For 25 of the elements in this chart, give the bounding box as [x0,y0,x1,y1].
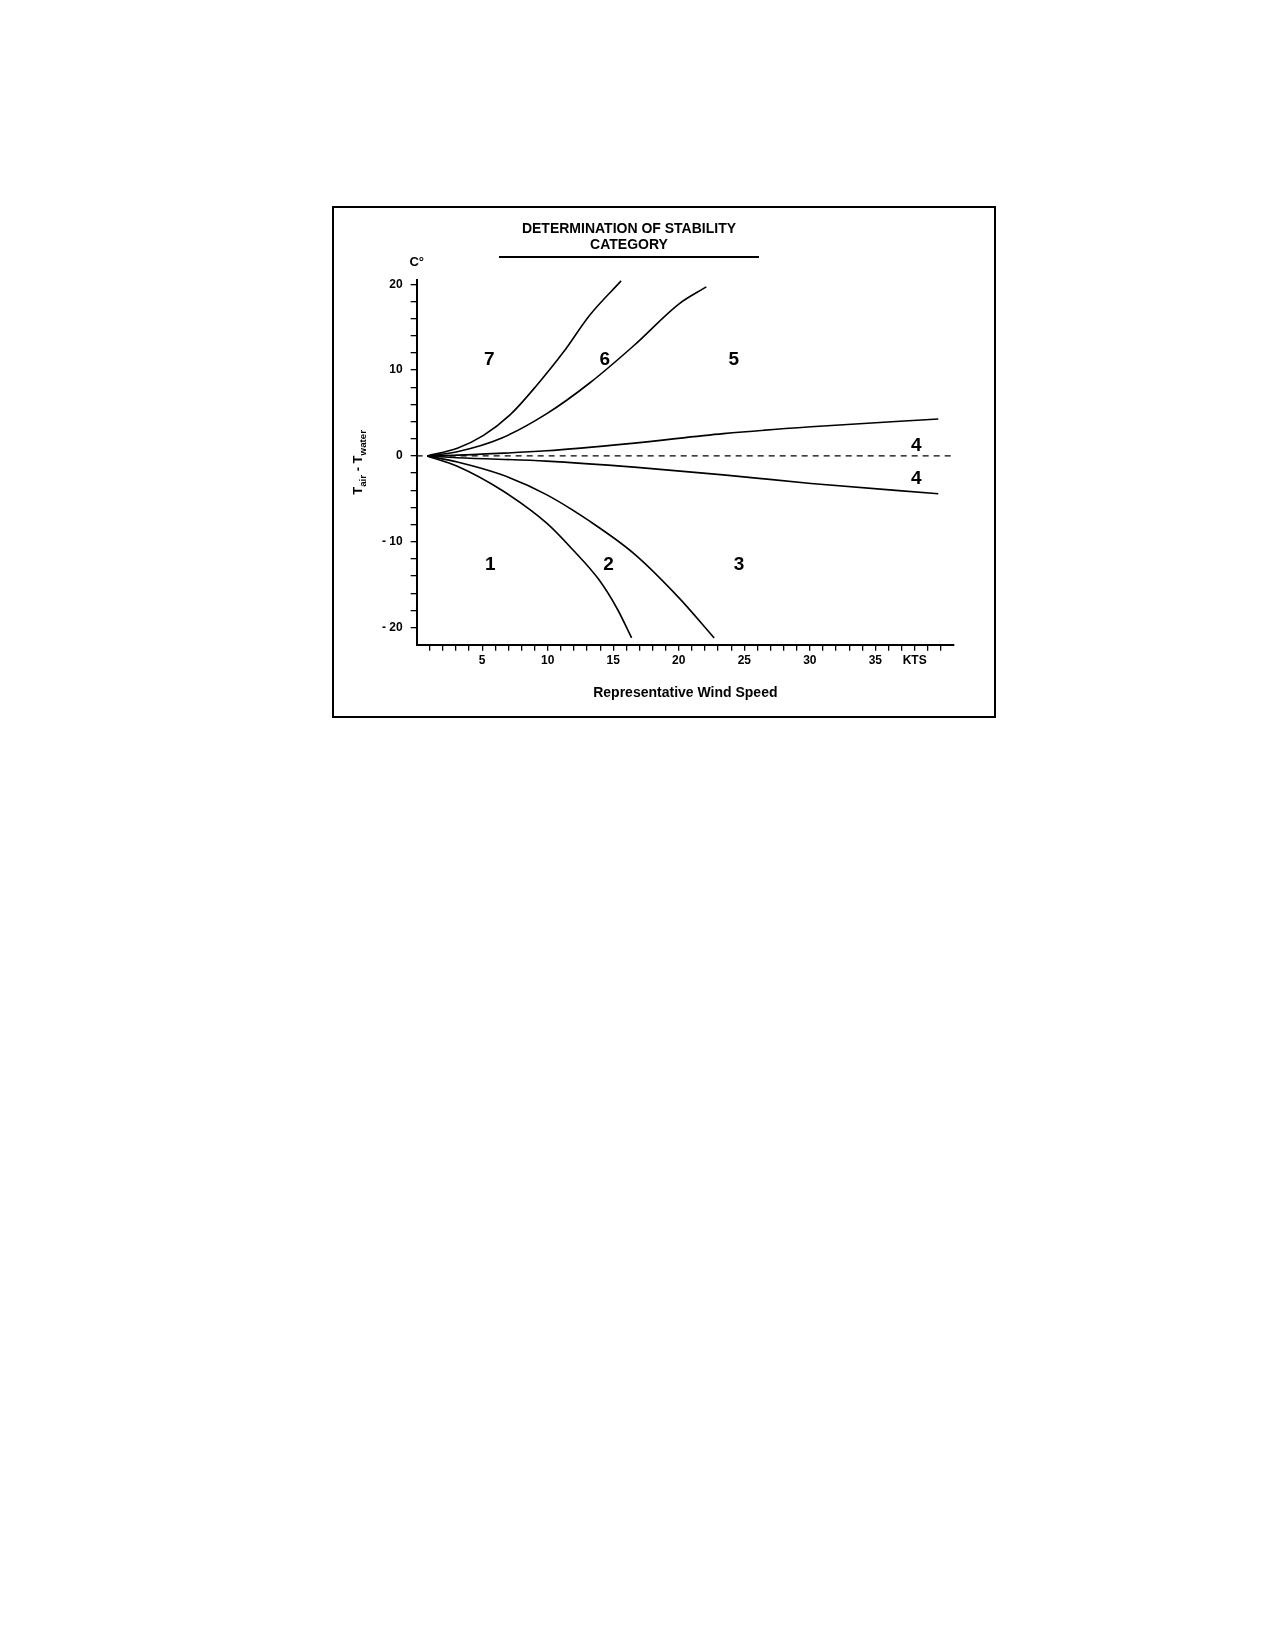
annotation: 6 [599,348,611,370]
text: C° [409,253,424,269]
x-tick-label: 20 [672,653,686,668]
y-tick-label: - 10 [381,534,403,549]
x-tick-label: 35 [868,653,883,668]
y-axis-title: Tair - Twater [350,429,368,495]
x-tick-label: 25 [737,653,752,668]
annotation: 1 [485,552,496,574]
x-tick-label: 15 [606,653,621,668]
annotation: 4 [911,434,923,456]
chart-title: DETERMINATION OF STABILITY CATEGORY [499,220,759,258]
y-tick-label: 0 [395,448,403,463]
y-tick-label: - 20 [381,619,403,634]
annotation: 4 [911,467,923,489]
annotation: 7 [483,348,495,370]
annotation: 3 [733,552,745,574]
annotation: 2 [603,552,614,574]
x-axis-title: Representative Wind Speed [593,684,778,701]
x-tick-label: 5 [478,653,486,668]
x-tick-label: KTS [902,653,927,668]
x-tick-label: 10 [541,653,555,668]
annotation: 5 [728,348,740,370]
y-tick-label: 10 [389,362,403,377]
y-tick-label: 20 [389,276,403,291]
x-tick-label: 30 [803,653,817,668]
